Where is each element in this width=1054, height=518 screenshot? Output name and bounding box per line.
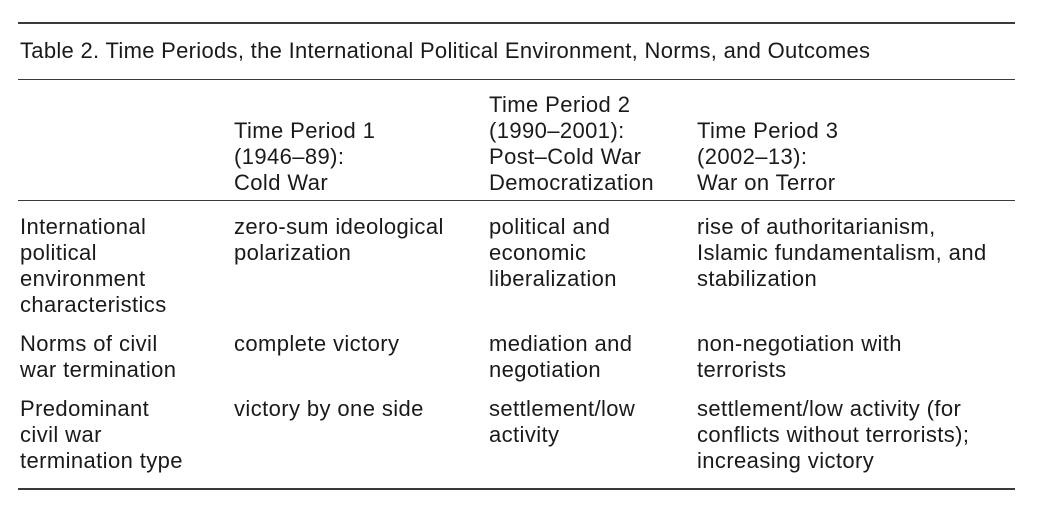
bottom-rule (18, 488, 1015, 490)
header-rule (18, 200, 1015, 201)
table-cell: non-negotiation with terrorists (697, 331, 902, 382)
table-caption: Table 2. Time Periods, the International… (20, 38, 871, 63)
table-cell: settlement/low activity (489, 396, 636, 447)
header-time-period-3: Time Period 3 (2002–13): War on Terror (697, 118, 839, 195)
table-cell: mediation and negotiation (489, 331, 633, 382)
table-cell: complete victory (234, 331, 400, 356)
table-cell: zero-sum ideological polarization (234, 214, 444, 265)
row-label-environment: International political environment char… (20, 214, 167, 317)
header-time-period-2: Time Period 2 (1990–2001): Post–Cold War… (489, 92, 654, 195)
caption-rule (18, 79, 1015, 80)
row-label-norms: Norms of civil war termination (20, 331, 177, 382)
table-cell: settlement/low activity (for conflicts w… (697, 396, 970, 473)
table-cell: rise of authoritarianism, Islamic fundam… (697, 214, 987, 291)
row-label-termination-type: Predominant civil war termination type (20, 396, 183, 473)
table-cell: victory by one side (234, 396, 424, 421)
header-time-period-1: Time Period 1 (1946–89): Cold War (234, 118, 376, 195)
top-rule (18, 22, 1015, 24)
table-cell: political and economic liberalization (489, 214, 617, 291)
